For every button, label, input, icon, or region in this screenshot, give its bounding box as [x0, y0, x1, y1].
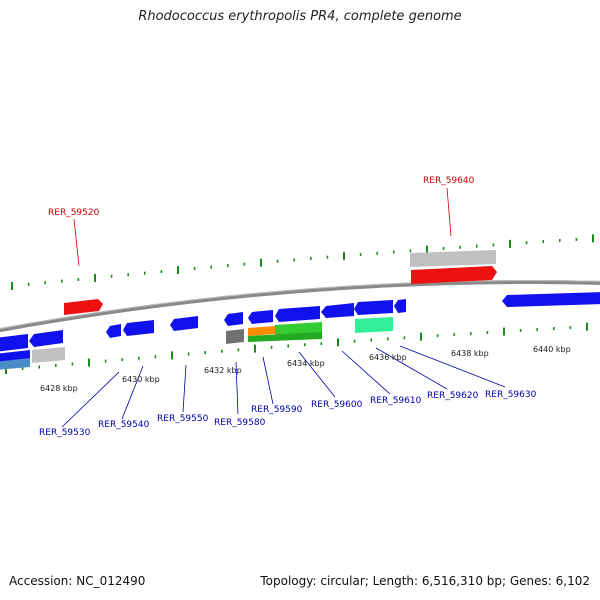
gene-label-rer-59640[interactable]: RER_59640: [423, 176, 475, 186]
leader-lines: [61, 187, 506, 428]
gene-label-rer-59630[interactable]: RER_59630: [485, 390, 537, 400]
scale-label: 6438 kbp: [451, 349, 489, 358]
gene-blue-250[interactable]: [248, 310, 273, 324]
leader-rer-59530: [61, 371, 120, 428]
gene-blue-396[interactable]: [394, 299, 406, 313]
genome-backbone: [0, 280, 600, 333]
leader-rer-59580: [235, 361, 239, 415]
gene-rer-59530[interactable]: [106, 324, 121, 338]
gene-label-rer-59520[interactable]: RER_59520: [48, 208, 100, 218]
gene-label-rer-59600[interactable]: RER_59600: [311, 400, 363, 410]
scale-label: 6430 kbp: [122, 375, 160, 384]
leader-rer-59520: [73, 218, 80, 267]
gene-blue-357[interactable]: [354, 300, 393, 315]
leader-rer-59540: [121, 365, 144, 420]
gene-rer-59640[interactable]: [411, 266, 497, 284]
scale-label: 6440 kbp: [533, 345, 571, 354]
gene-label-rer-59610[interactable]: RER_59610: [370, 396, 422, 406]
gene-green-lower[interactable]: [248, 332, 322, 342]
gene-label-rer-59590[interactable]: RER_59590: [251, 405, 303, 415]
gene-label-rer-59580[interactable]: RER_59580: [214, 418, 266, 428]
gene-rer-59540[interactable]: [123, 320, 154, 336]
leader-rer-59630: [399, 345, 506, 388]
accession-text: Accession: NC_012490: [9, 574, 146, 588]
gene-left-2[interactable]: [29, 330, 63, 347]
gene-rer-59520[interactable]: [64, 299, 103, 315]
gene-small-blue[interactable]: [224, 312, 243, 326]
gene-left-teal[interactable]: [0, 358, 30, 370]
gene-blue-right[interactable]: [502, 292, 600, 307]
scale-labels: 6428 kbp 6430 kbp 6432 kbp 6434 kbp 6436…: [40, 345, 571, 393]
gene-left-1[interactable]: [0, 334, 28, 352]
gene-rer-59580[interactable]: [226, 329, 244, 344]
gene-label-rer-59530[interactable]: RER_59530: [39, 428, 91, 438]
leader-rer-59620: [375, 347, 448, 390]
scale-label: 6436 kbp: [369, 353, 407, 362]
leader-rer-59550: [182, 364, 187, 413]
topology-text: Topology: circular; Length: 6,516,310 bp…: [260, 574, 590, 588]
gene-labels: RER_59520 RER_59640 RER_59530 RER_59540 …: [39, 176, 537, 438]
gene-label-rer-59620[interactable]: RER_59620: [427, 391, 479, 401]
gene-label-rer-59550[interactable]: RER_59550: [157, 414, 209, 424]
gene-grey-left[interactable]: [32, 347, 65, 363]
scale-label: 6432 kbp: [204, 366, 242, 375]
leader-rer-59640: [446, 187, 452, 237]
leader-rer-59590: [262, 356, 274, 405]
scale-label: 6428 kbp: [40, 384, 78, 393]
gene-blue-325[interactable]: [321, 303, 354, 318]
page-title: Rhodococcus erythropolis PR4, complete g…: [138, 9, 462, 24]
tick-row-upper: [11, 234, 594, 290]
backbone-highlight: [0, 280, 600, 330]
gene-label-rer-59540[interactable]: RER_59540: [98, 420, 150, 430]
gene-rer-59550[interactable]: [170, 316, 198, 331]
scale-label: 6434 kbp: [287, 359, 325, 368]
gene-blue-276[interactable]: [275, 306, 320, 322]
gene-orange[interactable]: [248, 326, 275, 336]
gene-teal-green[interactable]: [355, 317, 393, 333]
forward-strand-genes: [64, 250, 497, 315]
reverse-strand-genes: [0, 292, 600, 370]
leader-rer-59600: [298, 351, 336, 398]
leader-rer-59610: [341, 350, 391, 395]
gene-grey-forward[interactable]: [410, 250, 496, 267]
